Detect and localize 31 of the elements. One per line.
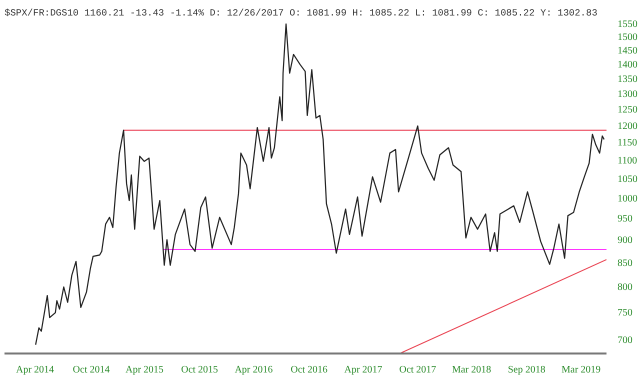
y-tick-label: 1450	[618, 46, 638, 57]
y-tick-label: 900	[618, 235, 632, 246]
x-tick-label: Apr 2016	[234, 364, 273, 376]
x-tick-label: Apr 2017	[344, 364, 382, 376]
y-tick-label: 1050	[618, 174, 638, 185]
chart-title: $SPX/FR:DGS10 1160.21 -13.43 -1.14% D: 12/26/2017 O: 1081.99 H: 1085.22 L: 1081.99 C: 1085.22 Y: 1302.83	[4, 8, 598, 18]
x-tick-label: Oct 2016	[290, 364, 328, 376]
x-tick-label: Oct 2014	[72, 364, 110, 376]
x-tick-label: Oct 2015	[181, 364, 218, 376]
x-tick-label: Mar 2018	[452, 364, 492, 376]
line-series	[35, 24, 605, 346]
y-tick-label: 1200	[618, 120, 638, 132]
y-tick-label: 1550	[618, 19, 638, 30]
y-tick-label: 1350	[618, 74, 638, 85]
y-tick-label: 1300	[618, 88, 638, 100]
y-tick-label: 1250	[618, 104, 638, 116]
y-tick-label: 1150	[618, 138, 638, 149]
y-tick-label: 850	[618, 258, 632, 269]
y-tick-label: 750	[618, 308, 632, 319]
y-tick-label: 950	[618, 214, 632, 225]
x-tick-label: Apr 2014	[16, 364, 54, 376]
x-tick-label: Mar 2019	[561, 364, 601, 376]
y-tick-label: 800	[618, 282, 632, 294]
x-tick-label: Sep 2018	[508, 364, 546, 376]
y-tick-label: 700	[618, 335, 632, 346]
x-tick-label: Oct 2017	[399, 364, 436, 376]
y-tick-label: 1500	[618, 32, 638, 44]
x-tick-label: Apr 2015	[126, 364, 164, 376]
y-tick-label: 1100	[618, 155, 638, 166]
y-tick-label: 1000	[618, 193, 638, 204]
y-tick-label: 1400	[618, 59, 638, 70]
